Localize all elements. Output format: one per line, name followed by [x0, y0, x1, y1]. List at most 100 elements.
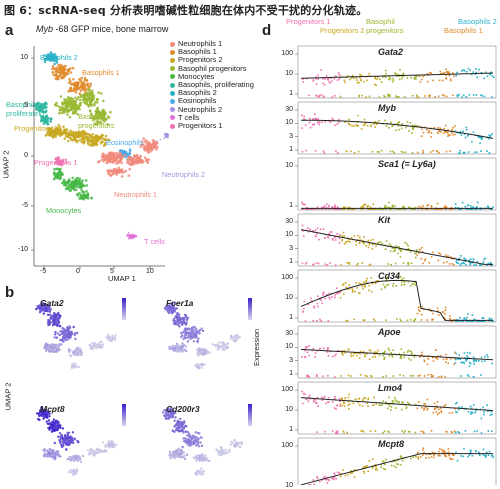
- trajectory-point: [339, 238, 341, 240]
- umap-point: [82, 138, 85, 141]
- trajectory-point: [426, 409, 428, 411]
- feature-point: [48, 423, 50, 425]
- trajectory-point: [358, 151, 360, 153]
- trajectory-point: [344, 235, 346, 237]
- trajectory-point: [305, 320, 307, 322]
- trajectory-point: [375, 469, 377, 471]
- umap-point: [123, 154, 126, 157]
- trajectory-point: [439, 448, 441, 450]
- umap-point: [118, 151, 121, 154]
- feature-point: [57, 423, 59, 425]
- trajectory-point: [337, 430, 339, 432]
- trajectory-point: [470, 363, 472, 365]
- feature-point: [113, 337, 115, 339]
- trajectory-point: [316, 118, 318, 120]
- trajectory-point: [429, 130, 431, 132]
- trajectory-point: [331, 296, 333, 298]
- feature-point: [177, 349, 179, 351]
- trajectory-point: [455, 403, 457, 405]
- trajectory-point: [336, 233, 338, 235]
- trajectory-point: [367, 402, 369, 404]
- trajectory-point: [438, 376, 440, 378]
- trajectory-point: [422, 449, 424, 451]
- trajectory-point: [423, 409, 425, 411]
- trajectory-point: [469, 352, 471, 354]
- trajectory-point: [451, 132, 453, 134]
- trajectory-point: [334, 396, 336, 398]
- trajectory-point: [437, 401, 439, 403]
- feature-point: [178, 430, 180, 432]
- trajectory-point: [490, 135, 492, 137]
- feature-point: [188, 328, 190, 330]
- feature-point: [76, 470, 78, 472]
- feature-point: [77, 441, 79, 443]
- feature-point: [195, 455, 197, 457]
- trajectory-point: [320, 69, 322, 71]
- trajectory-point: [459, 317, 461, 319]
- umap-point: [106, 158, 109, 161]
- trajectory-point: [335, 75, 337, 77]
- trajectory-point: [332, 206, 334, 208]
- trajectory-point: [447, 363, 449, 365]
- umap-point: [53, 63, 56, 66]
- trajectory-point: [363, 243, 365, 245]
- trajectory-point: [376, 124, 378, 126]
- umap-point: [85, 179, 88, 182]
- trajectory-point: [378, 151, 380, 153]
- feature-point: [170, 309, 172, 311]
- umap-point: [153, 146, 156, 149]
- trajectory-point: [400, 250, 402, 252]
- umap-point: [58, 71, 61, 74]
- trajectory-point: [473, 258, 475, 260]
- trajectory-point: [304, 204, 306, 206]
- trajectory-point: [419, 310, 421, 312]
- feature-point: [71, 458, 73, 460]
- trajectory-point: [484, 360, 486, 362]
- feature-point: [179, 452, 181, 454]
- trajectory-point: [366, 80, 368, 82]
- feature-point: [196, 349, 198, 351]
- trajectory-point: [442, 451, 444, 453]
- trajectory-point: [427, 81, 429, 83]
- umap-point: [132, 235, 135, 238]
- trajectory-point: [389, 350, 391, 352]
- feature-point: [183, 440, 185, 442]
- feature-point: [101, 450, 103, 452]
- feature-point: [180, 421, 182, 423]
- umap-point: [82, 130, 85, 133]
- feature-point: [72, 439, 74, 441]
- trajectory-point: [431, 256, 433, 258]
- panel-b-label: b: [5, 284, 14, 301]
- trajectory-point: [392, 205, 394, 207]
- trajectory-point: [482, 407, 484, 409]
- umap-point: [73, 89, 76, 92]
- feature-point: [99, 449, 101, 451]
- trajectory-point: [480, 374, 482, 376]
- feature-point: [62, 445, 64, 447]
- umap-point: [69, 89, 72, 92]
- trajectory-point: [340, 375, 342, 377]
- umap-point: [90, 197, 93, 200]
- trajectory-point: [437, 307, 439, 309]
- trajectory-point: [416, 249, 418, 251]
- trajectory-point: [315, 399, 317, 401]
- trajectory-point: [318, 96, 320, 98]
- trajectory-point: [433, 412, 435, 414]
- colorbar: [122, 298, 126, 320]
- umap-point: [152, 139, 155, 142]
- trajectory-point: [454, 352, 456, 354]
- trajectory-point: [322, 78, 324, 80]
- trajectory-point: [401, 128, 403, 130]
- trajectory-point: [304, 301, 306, 303]
- trajectory-point: [446, 261, 448, 263]
- feature-point: [51, 315, 53, 317]
- feature-point: [193, 435, 195, 437]
- feature-point: [102, 441, 104, 443]
- panel-a-title-rest: -68 GFP mice, bone marrow: [56, 24, 169, 34]
- trajectory-point: [343, 430, 345, 432]
- trajectory-point: [330, 231, 332, 233]
- feature-point: [65, 333, 67, 335]
- trajectory-point: [403, 352, 405, 354]
- trajectory-point: [372, 151, 374, 153]
- trajectory-point: [463, 258, 465, 260]
